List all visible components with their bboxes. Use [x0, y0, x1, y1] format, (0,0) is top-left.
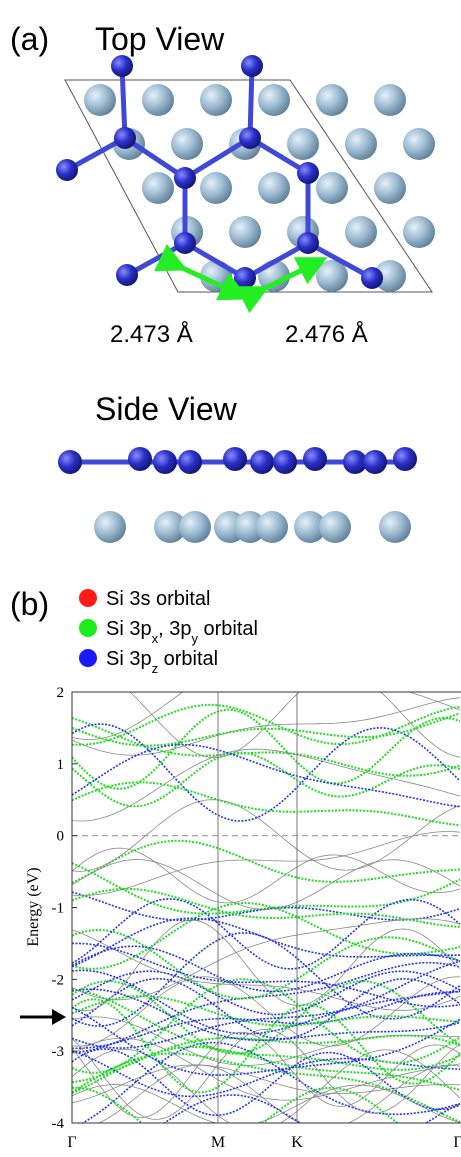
legend-swatch	[79, 619, 97, 637]
panel-label: (b)	[10, 586, 49, 622]
legend-swatch	[79, 589, 97, 607]
silicene-atom	[58, 450, 82, 474]
panel-label: (a)	[10, 21, 49, 57]
view-title: Side View	[95, 391, 238, 427]
legend-swatch	[79, 649, 97, 667]
silicene-atom	[234, 267, 256, 289]
substrate-atom	[171, 128, 203, 160]
x-tick-label: M	[211, 1134, 225, 1151]
substrate-atom	[374, 84, 406, 116]
band	[72, 979, 460, 1073]
silicene-atom	[297, 232, 319, 254]
substrate-atom	[200, 172, 232, 204]
band	[72, 832, 460, 896]
band	[72, 889, 460, 927]
substrate-atom	[94, 511, 126, 543]
silicene-atom	[223, 447, 247, 471]
silicene-atom	[174, 167, 196, 189]
bond-length: 2.476 Å	[285, 320, 368, 348]
y-axis-label: Energy (eV)	[25, 867, 42, 946]
legend-text: Si 3p	[106, 648, 152, 670]
silicene-atom	[273, 450, 297, 474]
legend-text: Si 3s orbital	[106, 588, 211, 610]
band	[72, 782, 460, 825]
y-tick-label: -1	[52, 901, 65, 917]
silicene-atom	[393, 447, 417, 471]
silicene-atom	[116, 264, 138, 286]
band	[72, 903, 460, 969]
legend-text: orbital	[198, 618, 258, 640]
silicene-atom	[128, 447, 152, 471]
substrate-atom	[287, 128, 319, 160]
legend-text: orbital	[158, 648, 218, 670]
substrate-atom	[229, 216, 261, 248]
view-title: Top View	[95, 21, 225, 57]
substrate-atom	[142, 84, 174, 116]
substrate-atom	[256, 511, 288, 543]
x-tick-label: K	[291, 1134, 303, 1151]
substrate-atom	[316, 172, 348, 204]
silicene-atom	[363, 450, 387, 474]
silicene-atom	[250, 450, 274, 474]
band	[72, 841, 460, 883]
bands	[72, 658, 460, 1153]
substrate-atom	[403, 128, 435, 160]
band	[72, 753, 460, 807]
band	[72, 745, 460, 807]
substrate-atom	[374, 172, 406, 204]
legend-label: Si 3pz orbital	[106, 648, 218, 676]
band	[72, 713, 460, 745]
silicene-atom	[111, 55, 133, 77]
silicene-atom	[153, 450, 177, 474]
silicene-atom	[178, 450, 202, 474]
silicene-atom	[56, 159, 78, 181]
substrate-atom	[200, 84, 232, 116]
bond-length: 2.473 Å	[110, 320, 193, 348]
substrate-atom	[345, 216, 377, 248]
figure: (a) Top View 2.473 Å 2.476 Å Side View (b) Si …	[0, 0, 461, 1157]
substrate-atom	[379, 511, 411, 543]
legend-text: Si 3p	[106, 618, 152, 640]
silicene-atom	[174, 232, 196, 254]
y-tick-label: -3	[52, 1044, 65, 1060]
substrate-atom	[403, 216, 435, 248]
y-tick-label: -4	[52, 1116, 65, 1132]
y-tick-label: -2	[52, 972, 65, 988]
substrate-atom	[179, 511, 211, 543]
silicene-atom	[297, 162, 319, 184]
substrate-atom	[142, 172, 174, 204]
substrate-atom	[345, 128, 377, 160]
indicator-arrowhead	[52, 1009, 66, 1025]
silicene-atom	[114, 127, 136, 149]
silicene-atom	[241, 55, 263, 77]
y-tick-label: 1	[57, 757, 65, 773]
silicene-atom	[239, 127, 261, 149]
legend-label: Si 3s orbital	[106, 588, 211, 610]
substrate-atom	[258, 172, 290, 204]
band	[72, 971, 460, 1014]
band	[72, 1088, 460, 1153]
legend-label: Si 3px, 3py orbital	[106, 618, 258, 646]
silicene-atom	[303, 447, 327, 471]
y-tick-label: 0	[57, 829, 65, 845]
y-tick-label: 2	[57, 685, 65, 701]
substrate-atom	[316, 84, 348, 116]
x-tick-label: Γ	[67, 1134, 76, 1151]
silicene-atom	[361, 267, 383, 289]
substrate-atom	[258, 84, 290, 116]
substrate-atom	[84, 84, 116, 116]
substrate-atom	[319, 511, 351, 543]
x-tick-label: Γ	[453, 1134, 461, 1151]
legend-text: , 3p	[158, 618, 191, 640]
band	[72, 848, 460, 903]
